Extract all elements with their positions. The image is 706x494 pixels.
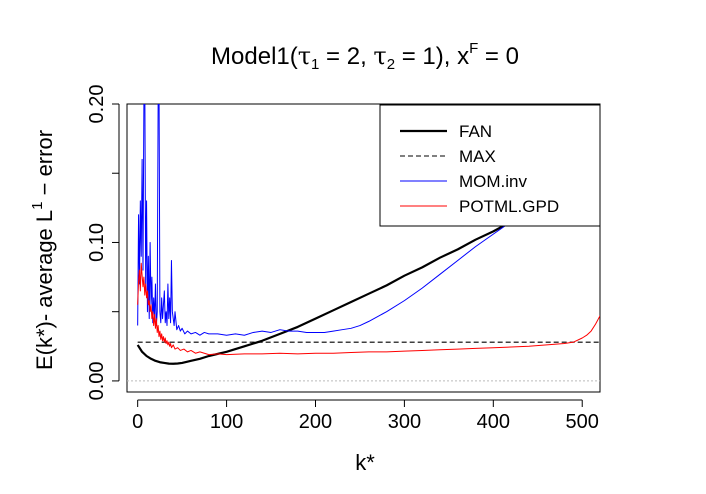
x-axis: 0 100 200 300 400 500 [132,399,599,433]
series-potml-gpd [137,262,600,356]
x-tick-label: 300 [388,411,421,433]
chart-title: Model1(τ1 = 2, τ2 = 1), xF = 0 [211,40,519,73]
x-tick-label: 400 [477,411,510,433]
series-fan [136,220,512,365]
y-axis-title: E(k*)- average L1 − error [29,130,57,370]
x-tick-label: 100 [210,411,243,433]
legend-label-mom-inv: MOM.inv [459,172,528,191]
y-tick-label: 0.20 [86,85,108,124]
x-tick-label: 0 [132,411,143,433]
y-tick-label: 0.00 [86,361,108,400]
x-tick-label: 500 [566,411,599,433]
x-axis-title: k* [355,450,375,475]
legend-label-max: MAX [459,147,496,166]
x-tick-label: 200 [299,411,332,433]
y-axis: 0.00 0.10 0.20 [86,85,120,400]
plot-frame [126,103,601,393]
legend-label-fan: FAN [459,122,492,141]
legend-label-potml-gpd: POTML.GPD [459,197,559,216]
legend: FAN MAX MOM.inv POTML.GPD [379,104,601,227]
y-tick-label: 0.10 [86,223,108,262]
series-layer [136,104,600,365]
